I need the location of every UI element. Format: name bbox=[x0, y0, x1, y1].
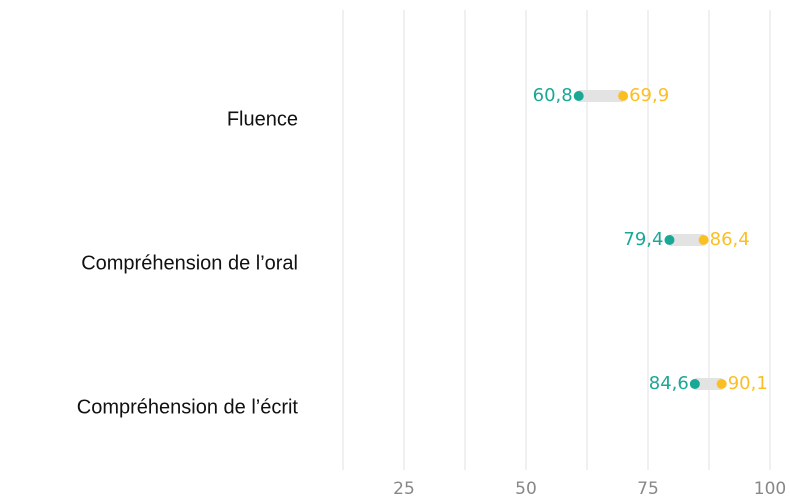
category-label: Compréhension de l’écrit bbox=[77, 396, 299, 418]
dot bbox=[716, 379, 727, 389]
x-tick-label: 75 bbox=[637, 479, 659, 497]
value-label: 84,6 bbox=[649, 373, 689, 394]
value-label: 60,8 bbox=[533, 85, 573, 106]
dot bbox=[618, 91, 629, 101]
dot bbox=[664, 235, 675, 245]
value-label: 69,9 bbox=[629, 85, 669, 106]
value-label: 79,4 bbox=[623, 229, 663, 250]
x-tick-label: 100 bbox=[754, 479, 786, 497]
value-label: 90,1 bbox=[728, 373, 768, 394]
category-label: Fluence bbox=[227, 108, 298, 130]
x-tick-label: 50 bbox=[515, 479, 537, 497]
value-label: 86,4 bbox=[710, 229, 750, 250]
dot bbox=[689, 379, 700, 389]
dot bbox=[698, 235, 709, 245]
x-tick-label: 25 bbox=[393, 479, 415, 497]
dot bbox=[573, 91, 584, 101]
category-label: Compréhension de l’oral bbox=[81, 252, 298, 274]
